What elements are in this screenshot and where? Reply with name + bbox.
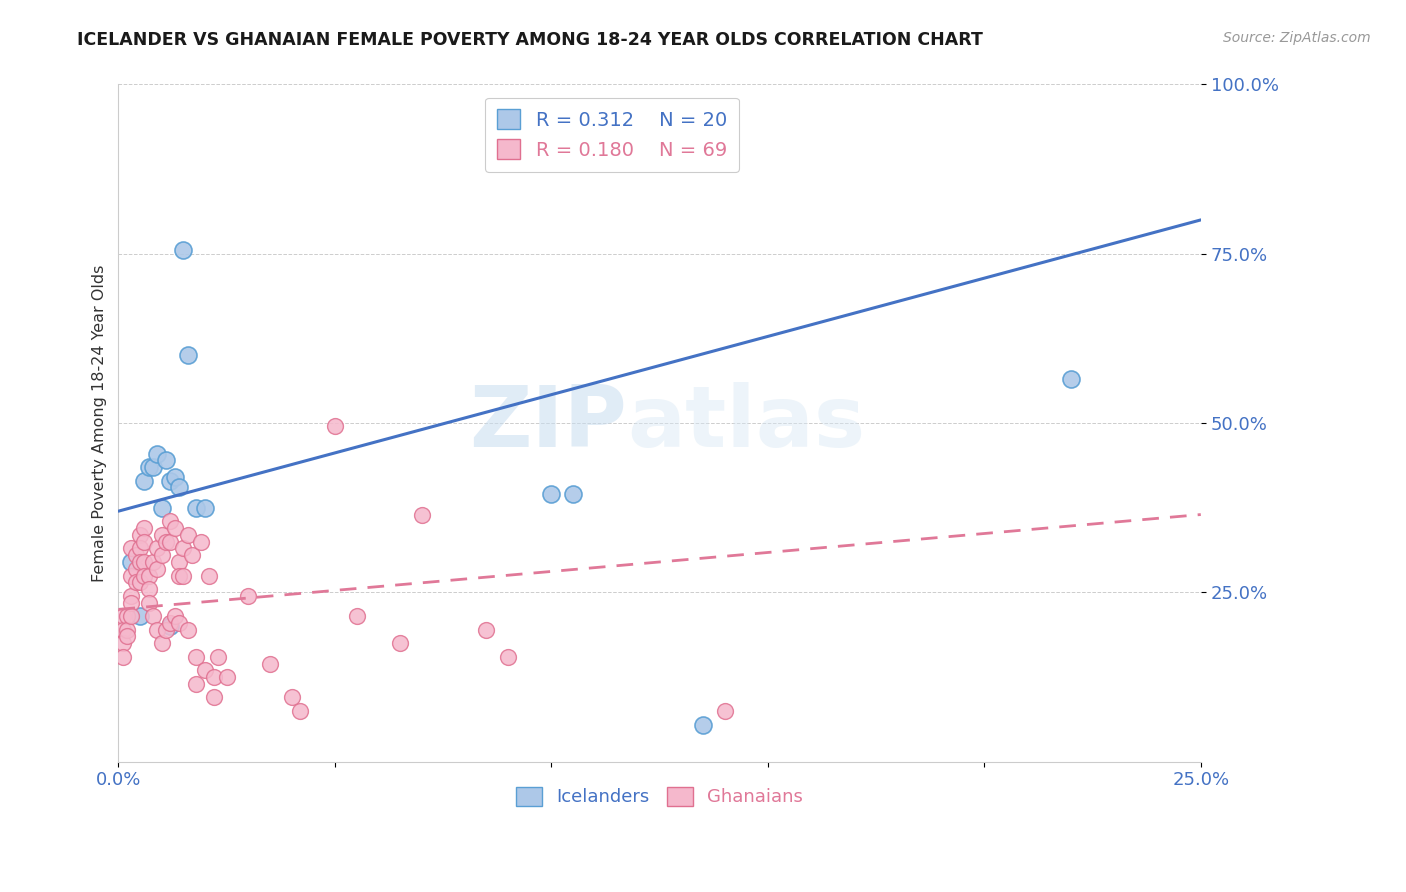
Point — [177, 623, 200, 637]
Point — [177, 348, 200, 362]
Point — [142, 609, 165, 624]
Point — [125, 548, 148, 562]
Point — [186, 500, 208, 515]
Point — [540, 487, 562, 501]
Point — [290, 704, 312, 718]
Point — [411, 508, 433, 522]
Point — [475, 623, 498, 637]
Point — [194, 500, 217, 515]
Point — [190, 534, 212, 549]
Point — [692, 717, 714, 731]
Point — [207, 649, 229, 664]
Point — [146, 447, 169, 461]
Y-axis label: Female Poverty Among 18-24 Year Olds: Female Poverty Among 18-24 Year Olds — [93, 264, 107, 582]
Point — [134, 521, 156, 535]
Point — [138, 460, 160, 475]
Point — [134, 474, 156, 488]
Point — [198, 568, 221, 582]
Point — [159, 615, 181, 630]
Point — [115, 630, 138, 644]
Point — [150, 528, 173, 542]
Point — [111, 609, 134, 624]
Point — [120, 541, 142, 556]
Point — [159, 474, 181, 488]
Point — [150, 636, 173, 650]
Point — [562, 487, 585, 501]
Point — [134, 534, 156, 549]
Point — [388, 636, 411, 650]
Point — [202, 690, 225, 705]
Point — [167, 615, 190, 630]
Point — [172, 541, 194, 556]
Point — [155, 623, 177, 637]
Point — [146, 562, 169, 576]
Point — [172, 568, 194, 582]
Point — [129, 541, 152, 556]
Point — [129, 528, 152, 542]
Text: Source: ZipAtlas.com: Source: ZipAtlas.com — [1223, 31, 1371, 45]
Point — [129, 609, 152, 624]
Point — [125, 562, 148, 576]
Point — [138, 582, 160, 596]
Point — [167, 555, 190, 569]
Point — [181, 548, 204, 562]
Point — [194, 663, 217, 677]
Point — [111, 623, 134, 637]
Point — [120, 568, 142, 582]
Point — [115, 609, 138, 624]
Point — [186, 677, 208, 691]
Text: ICELANDER VS GHANAIAN FEMALE POVERTY AMONG 18-24 YEAR OLDS CORRELATION CHART: ICELANDER VS GHANAIAN FEMALE POVERTY AMO… — [77, 31, 983, 49]
Point — [111, 649, 134, 664]
Point — [146, 623, 169, 637]
Point — [238, 589, 260, 603]
Point — [138, 596, 160, 610]
Point — [155, 453, 177, 467]
Point — [134, 568, 156, 582]
Point — [120, 555, 142, 569]
Point — [163, 609, 186, 624]
Point — [713, 704, 735, 718]
Point — [129, 555, 152, 569]
Point — [346, 609, 368, 624]
Point — [159, 514, 181, 528]
Point — [120, 589, 142, 603]
Point — [150, 548, 173, 562]
Point — [159, 619, 181, 633]
Point — [323, 419, 346, 434]
Text: ZIP: ZIP — [470, 382, 627, 465]
Point — [280, 690, 302, 705]
Point — [134, 555, 156, 569]
Point — [202, 670, 225, 684]
Point — [172, 244, 194, 258]
Point — [111, 636, 134, 650]
Point — [186, 649, 208, 664]
Point — [120, 596, 142, 610]
Point — [215, 670, 238, 684]
Point — [155, 534, 177, 549]
Point — [163, 470, 186, 484]
Point — [177, 528, 200, 542]
Point — [120, 609, 142, 624]
Legend: Icelanders, Ghanaians: Icelanders, Ghanaians — [509, 780, 810, 814]
Point — [115, 623, 138, 637]
Point — [150, 500, 173, 515]
Point — [163, 521, 186, 535]
Point — [146, 541, 169, 556]
Point — [1060, 372, 1083, 386]
Point — [259, 657, 281, 671]
Point — [167, 568, 190, 582]
Text: atlas: atlas — [627, 382, 866, 465]
Point — [125, 575, 148, 590]
Point — [142, 460, 165, 475]
Point — [129, 575, 152, 590]
Point — [496, 649, 519, 664]
Point — [138, 568, 160, 582]
Point — [159, 534, 181, 549]
Point — [167, 480, 190, 494]
Point — [142, 555, 165, 569]
